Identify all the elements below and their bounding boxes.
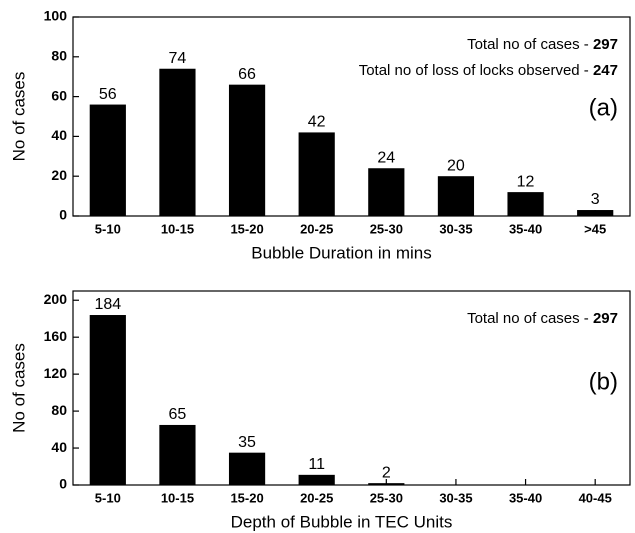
bar — [368, 483, 405, 485]
plot-frame — [72, 290, 631, 486]
annotation: Total no of loss of locks observed - 247 — [359, 62, 618, 79]
annotation-text: Total no of cases - — [467, 36, 593, 53]
x-tick-label: >45 — [584, 221, 606, 236]
annotation-text: Total no of loss of locks observed - — [359, 62, 593, 79]
x-axis-label: Depth of Bubble in TEC Units — [231, 512, 453, 531]
x-tick-label: 10-15 — [161, 490, 194, 505]
x-tick-label: 25-30 — [370, 490, 403, 505]
x-tick-label: 20-25 — [300, 221, 333, 236]
bar — [507, 192, 544, 216]
y-tick-label: 40 — [51, 439, 67, 455]
value-label: 65 — [169, 406, 187, 423]
value-label: 184 — [94, 296, 121, 313]
x-tick-label: 35-40 — [509, 490, 542, 505]
bar — [577, 210, 614, 216]
bar — [89, 315, 126, 485]
x-tick-label: 30-35 — [439, 490, 472, 505]
x-tick-label: 10-15 — [161, 221, 194, 236]
y-tick-label: 20 — [51, 167, 67, 183]
y-tick-label: 80 — [51, 402, 67, 418]
value-label: 24 — [377, 149, 395, 166]
annotation-text: Total no of cases - — [467, 310, 593, 327]
value-label: 3 — [591, 191, 600, 208]
y-tick-label: 160 — [44, 328, 68, 344]
y-axis-label: No of cases — [9, 343, 28, 433]
x-tick-label: 15-20 — [230, 221, 263, 236]
bar — [228, 452, 266, 485]
annotation: Total no of cases - 297 — [467, 310, 618, 327]
value-label: 66 — [238, 66, 256, 83]
x-axis-label: Bubble Duration in mins — [251, 243, 431, 262]
annotation-value: 297 — [593, 36, 618, 53]
y-tick-label: 60 — [51, 87, 67, 103]
x-tick-label: 20-25 — [300, 490, 333, 505]
value-label: 74 — [169, 50, 187, 67]
x-tick-label: 15-20 — [230, 490, 263, 505]
y-tick-label: 80 — [51, 48, 67, 64]
bar — [368, 168, 405, 216]
y-tick-label: 0 — [59, 207, 67, 223]
value-label: 56 — [99, 86, 117, 103]
y-tick-label: 200 — [44, 291, 68, 307]
y-tick-label: 100 — [44, 8, 68, 24]
panel-label: (b) — [589, 368, 618, 395]
bar — [437, 176, 475, 216]
annotation-value: 297 — [593, 310, 618, 327]
value-label: 12 — [517, 173, 535, 190]
value-label: 2 — [382, 464, 391, 481]
annotation-value: 247 — [593, 62, 618, 79]
y-tick-label: 0 — [59, 476, 67, 492]
bar — [228, 84, 266, 216]
bar — [89, 104, 126, 216]
y-tick-label: 120 — [44, 365, 68, 381]
panel-label: (a) — [589, 94, 618, 121]
bar — [298, 474, 335, 485]
value-label: 11 — [308, 456, 325, 473]
bar — [159, 68, 196, 217]
x-tick-label: 5-10 — [95, 490, 121, 505]
x-tick-label: 5-10 — [95, 221, 121, 236]
x-tick-label: 25-30 — [370, 221, 403, 236]
annotation: Total no of cases - 297 — [467, 36, 618, 53]
x-tick-label: 30-35 — [439, 221, 472, 236]
y-axis-label: No of cases — [9, 72, 28, 162]
value-label: 35 — [238, 434, 256, 451]
x-tick-label: 40-45 — [579, 490, 612, 505]
value-label: 20 — [447, 157, 465, 174]
x-tick-label: 35-40 — [509, 221, 542, 236]
value-label: 42 — [308, 114, 326, 131]
bar — [159, 424, 196, 485]
y-tick-label: 40 — [51, 127, 67, 143]
plot-frame — [72, 16, 631, 217]
bar — [298, 132, 335, 216]
